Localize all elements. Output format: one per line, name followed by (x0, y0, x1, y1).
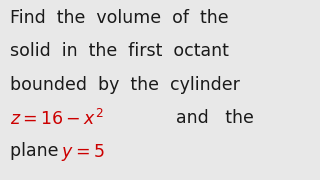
Text: and   the: and the (176, 109, 254, 127)
Text: plane: plane (10, 142, 64, 160)
Text: $z = 16 - x^2$: $z = 16 - x^2$ (10, 109, 103, 129)
Text: $y = 5$: $y = 5$ (61, 142, 104, 163)
Text: bounded  by  the  cylinder: bounded by the cylinder (10, 76, 239, 94)
Text: Find  the  volume  of  the: Find the volume of the (10, 9, 228, 27)
Text: solid  in  the  first  octant: solid in the first octant (10, 42, 228, 60)
